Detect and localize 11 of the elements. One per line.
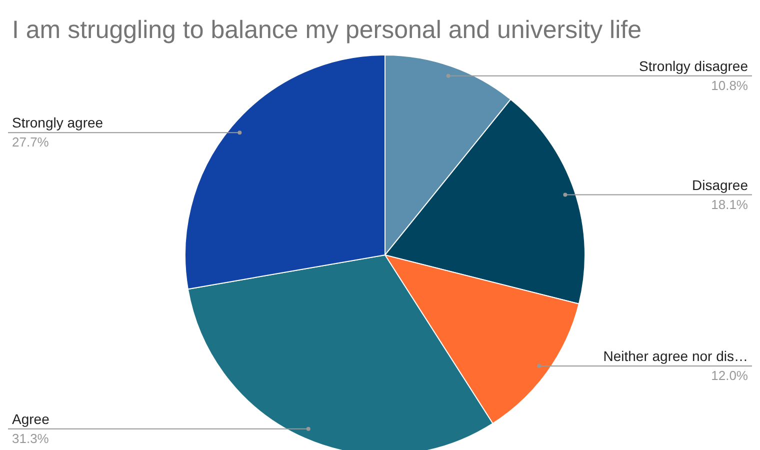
- slice-label: Disagree: [692, 176, 748, 193]
- slice-label: Agree: [12, 410, 50, 427]
- chart-title: I am struggling to balance my personal and university life: [12, 16, 642, 44]
- data-label: 31.3%: [12, 430, 50, 446]
- data-label: 27.7%: [12, 134, 50, 150]
- data-label: 12.0%: [711, 368, 748, 384]
- data-label: 18.1%: [711, 196, 748, 212]
- slice-label: Stronlgy disagree: [639, 58, 748, 74]
- data-label: 10.8%: [711, 78, 748, 93]
- slice-label: Neither agree nor dis…: [603, 348, 748, 364]
- slice-label: Strongly agree: [12, 114, 104, 131]
